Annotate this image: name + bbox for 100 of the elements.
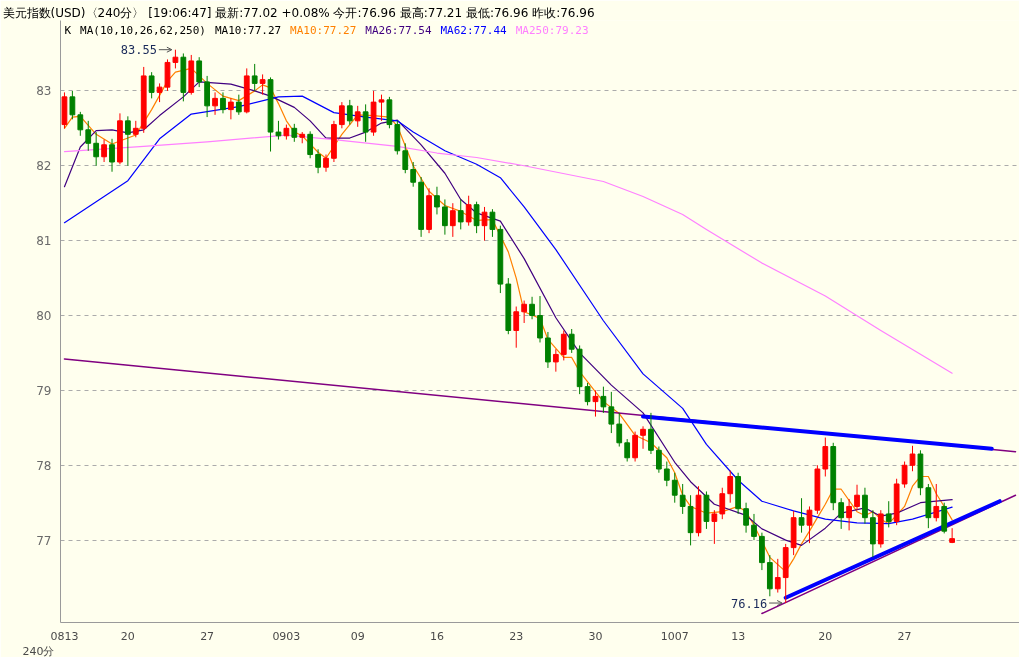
candlestick — [584, 382, 591, 406]
candlestick — [838, 497, 845, 530]
candlestick — [592, 389, 599, 418]
y-tick-label: 77 — [36, 533, 52, 548]
text: MA26:77.54 — [365, 24, 432, 38]
candlestick — [806, 505, 813, 544]
annotation: MA(10,10,26,62,250) — [80, 24, 206, 38]
candlestick — [648, 412, 654, 455]
candlestick — [69, 90, 76, 120]
x-tick-label: 13 — [731, 629, 746, 643]
y-tick-label: 81 — [36, 234, 52, 249]
candlestick — [711, 509, 718, 545]
candlestick — [465, 195, 472, 227]
candlestick — [85, 120, 92, 152]
y-tick-label: 80 — [36, 309, 52, 324]
x-tick-label: 0903 — [272, 629, 301, 643]
candlestick — [663, 461, 670, 487]
candlestick — [481, 206, 488, 242]
candlestick — [148, 71, 155, 99]
candlestick — [608, 391, 615, 434]
annotation: K — [64, 24, 72, 38]
candlestick — [933, 483, 940, 522]
candlestick — [545, 331, 551, 369]
candlestick — [449, 202, 456, 238]
x-tick-label: 27 — [897, 629, 912, 643]
text: 83.55 — [120, 43, 157, 58]
candlestick — [402, 142, 409, 174]
candlestick — [346, 99, 353, 126]
candlestick — [489, 208, 496, 238]
candlestick — [552, 348, 559, 373]
candlestick — [751, 513, 757, 541]
y-tick-label: 83 — [36, 84, 52, 99]
x-tick-label: 20 — [120, 629, 135, 643]
candlestick — [774, 558, 781, 594]
candlestick — [354, 105, 361, 128]
candlestick — [275, 120, 282, 141]
y-tick-label: 82 — [36, 159, 52, 174]
candlestick — [521, 300, 528, 324]
x-tick-label: 30 — [588, 629, 603, 643]
candlestick — [743, 502, 749, 534]
candlestick — [434, 186, 440, 215]
candlestick — [854, 484, 860, 511]
candlestick — [124, 115, 131, 167]
candlestick — [513, 306, 520, 349]
candlestick — [93, 131, 100, 167]
text: MA250:79.23 — [515, 24, 589, 38]
candlestick — [77, 111, 84, 137]
candlestick — [410, 161, 417, 188]
candlestick — [442, 198, 448, 236]
candlestick — [220, 91, 226, 114]
candlestick — [307, 130, 314, 159]
candlestick — [640, 425, 646, 450]
candlestick — [949, 527, 956, 544]
x-tick-label: 09 — [350, 629, 365, 643]
candlestick — [156, 82, 163, 103]
candlestick — [885, 500, 892, 528]
candlestick — [228, 97, 234, 120]
x-tick-label: 27 — [200, 629, 215, 643]
candlestick — [909, 445, 916, 472]
candlestick — [378, 94, 385, 122]
text: MA62:77.44 — [440, 24, 508, 38]
candlestick — [537, 295, 543, 343]
candlestick — [101, 139, 107, 163]
candlestick — [822, 437, 829, 477]
candlestick — [457, 198, 464, 230]
candlestick — [212, 91, 218, 116]
candlestick — [362, 103, 369, 143]
candlestick — [259, 73, 266, 96]
candlestick — [338, 101, 345, 129]
candlestick — [632, 431, 638, 463]
candlestick — [315, 148, 321, 174]
x-tick-label: 16 — [429, 629, 444, 643]
candlestick — [529, 296, 535, 320]
x-tick-label: 0813 — [50, 629, 79, 643]
candlestick — [109, 138, 115, 173]
candlestick — [679, 483, 686, 515]
candlestick — [600, 386, 607, 414]
candlestick — [671, 472, 678, 504]
candlestick — [568, 328, 575, 354]
candlestick — [624, 438, 631, 463]
annotation: MA10:77.27 — [214, 24, 282, 38]
candlestick — [901, 461, 908, 489]
candlestick — [656, 446, 662, 474]
candlestick — [560, 329, 567, 361]
x-tick-label: 20 — [818, 629, 833, 643]
x-tick-label: 23 — [509, 629, 524, 643]
candlestick — [616, 412, 623, 448]
chart-title: 美元指数(USD)〈240分〉 [19:06:47] 最新:77.02 +0.08% 今开:76.96 最高:77.21 最低:76.96 昨收:76.96 — [2, 5, 595, 20]
text: MA10:77.27 — [290, 24, 357, 38]
candlestick — [719, 487, 726, 520]
y-tick-label: 79 — [36, 383, 52, 398]
y-tick-label: 78 — [36, 458, 52, 473]
candlestick — [204, 75, 210, 118]
candlestick — [473, 201, 480, 234]
candlestick — [251, 63, 258, 92]
candlestick — [235, 94, 242, 116]
candlestick — [846, 498, 852, 531]
text: 76.16 — [731, 596, 768, 611]
candlestick — [798, 497, 805, 534]
x-axis-title: 240分 — [22, 644, 55, 657]
